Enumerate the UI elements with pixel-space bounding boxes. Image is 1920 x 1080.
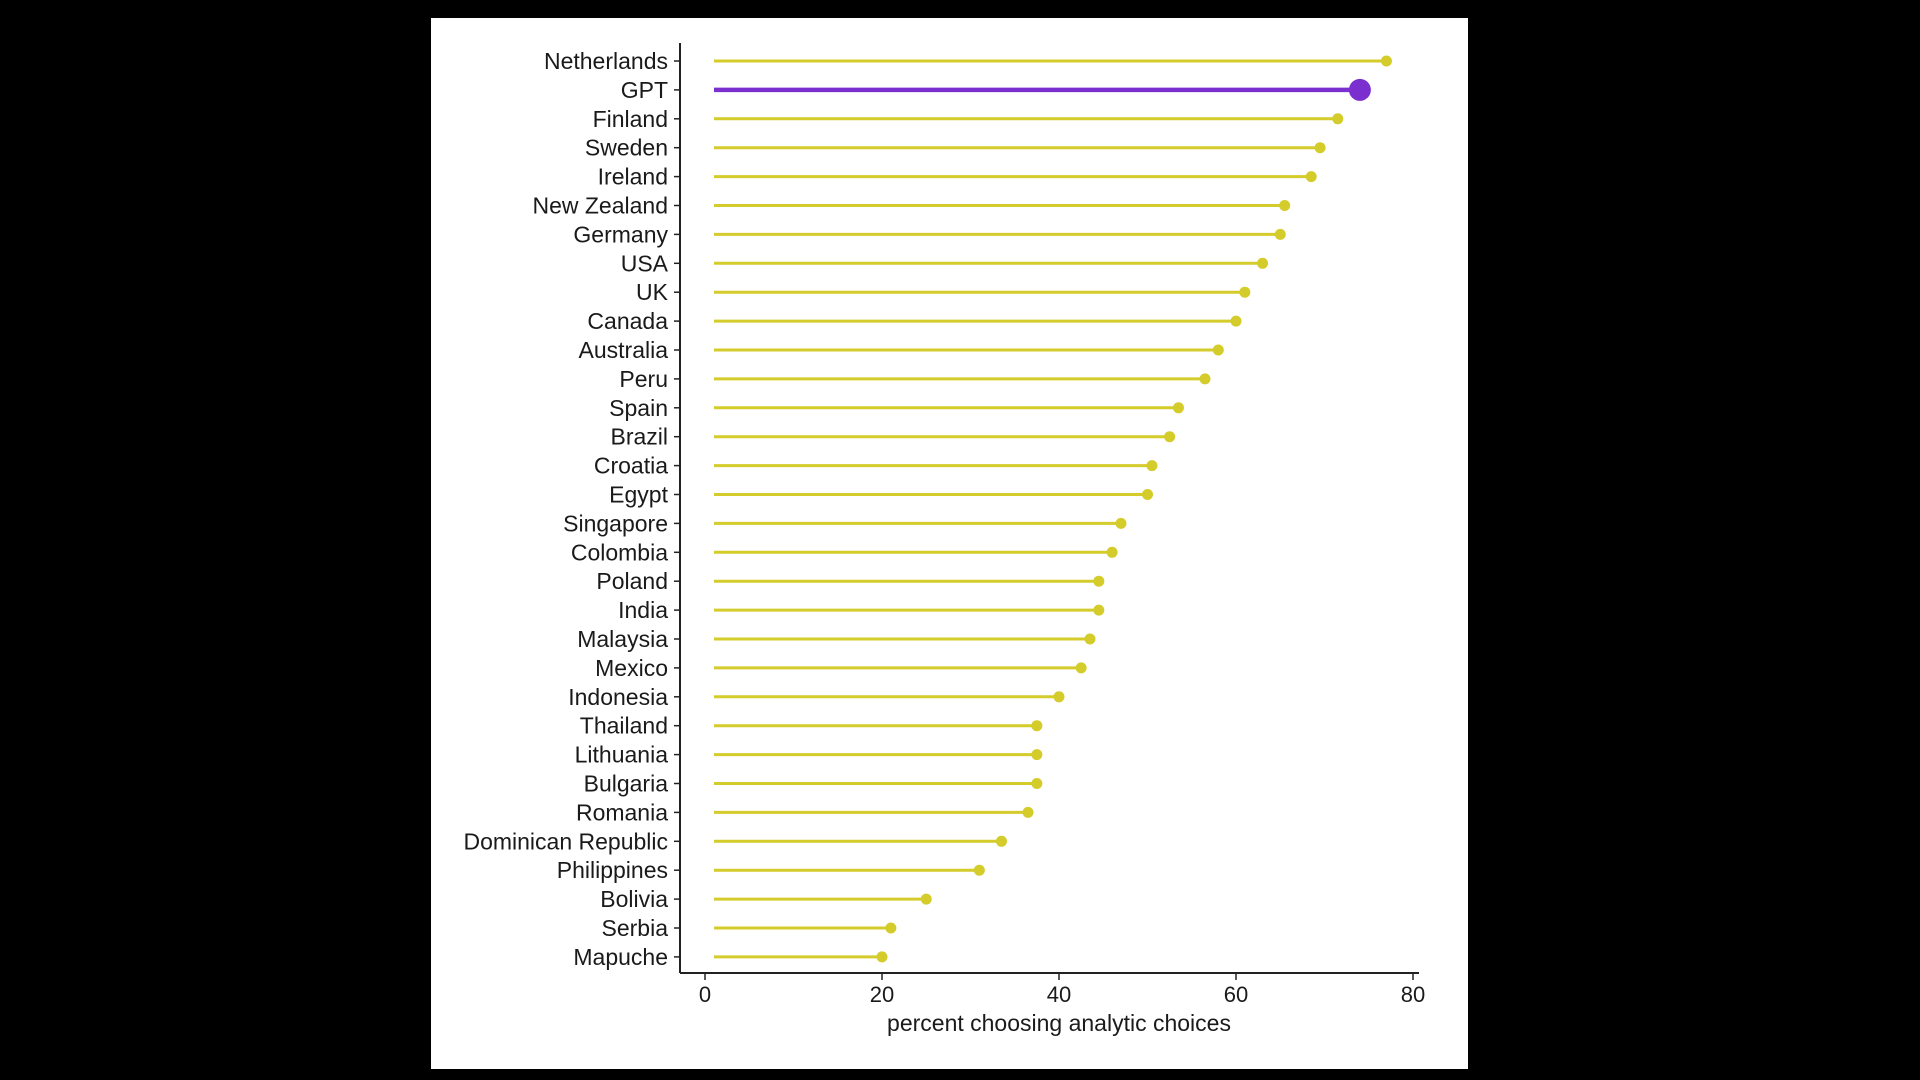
category-label-germany: Germany: [573, 221, 668, 247]
category-label-sweden: Sweden: [585, 135, 668, 161]
category-label-mexico: Mexico: [595, 655, 668, 681]
category-label-egypt: Egypt: [609, 482, 668, 508]
x-ticks: 0 20 40 60 80: [699, 973, 1425, 1007]
category-label-netherlands: Netherlands: [544, 48, 668, 74]
category-label-thailand: Thailand: [580, 713, 668, 739]
dot-peru: [1199, 373, 1211, 385]
category-label-uk: UK: [636, 279, 669, 305]
dot-bolivia: [920, 893, 932, 905]
stems: [714, 59, 1387, 959]
category-label-poland: Poland: [596, 568, 668, 594]
dot-philippines: [973, 864, 985, 876]
category-label-malaysia: Malaysia: [577, 626, 668, 652]
category-label-ireland: Ireland: [598, 164, 668, 190]
category-label-new-zealand: New Zealand: [532, 193, 668, 219]
dot-india: [1093, 604, 1105, 616]
dot-bulgaria: [1031, 778, 1043, 789]
dot-serbia: [885, 922, 897, 934]
dot-canada: [1230, 315, 1242, 327]
dot-usa: [1257, 257, 1269, 269]
category-labels: Netherlands GPT Finland Sweden Ireland New Ze…: [463, 48, 668, 970]
category-label-lithuania: Lithuania: [575, 742, 669, 768]
dot-gpt: [1348, 78, 1371, 101]
category-label-india: India: [618, 597, 668, 623]
category-label-australia: Australia: [579, 337, 669, 363]
dot-brazil: [1164, 431, 1176, 443]
dots: [876, 55, 1392, 963]
dot-australia: [1212, 344, 1224, 356]
category-label-colombia: Colombia: [571, 539, 668, 565]
category-label-brazil: Brazil: [610, 424, 668, 450]
chart-panel: Netherlands GPT Finland Sweden Ireland New Ze…: [431, 18, 1468, 1069]
dot-poland: [1093, 575, 1105, 587]
dot-indonesia: [1053, 691, 1065, 703]
x-tick-label-80: 80: [1401, 982, 1425, 1007]
dot-new-zealand: [1279, 200, 1291, 211]
dot-mexico: [1075, 662, 1087, 674]
category-label-romania: Romania: [576, 799, 668, 825]
dot-germany: [1274, 228, 1286, 240]
category-label-philippines: Philippines: [557, 857, 668, 883]
x-tick-label-20: 20: [870, 982, 894, 1007]
category-label-mapuche: Mapuche: [573, 944, 668, 970]
category-label-usa: USA: [621, 250, 669, 276]
dot-uk: [1239, 286, 1251, 298]
axes: [674, 43, 1419, 974]
category-label-bolivia: Bolivia: [600, 886, 668, 912]
dot-netherlands: [1380, 55, 1392, 67]
x-tick-label-0: 0: [699, 982, 711, 1007]
dot-colombia: [1106, 546, 1118, 558]
dot-romania: [1022, 806, 1034, 818]
dot-finland: [1332, 113, 1344, 125]
category-label-serbia: Serbia: [602, 915, 669, 941]
dot-lithuania: [1031, 749, 1043, 761]
category-label-indonesia: Indonesia: [568, 684, 668, 710]
category-label-peru: Peru: [619, 366, 668, 392]
dot-malaysia: [1084, 633, 1096, 645]
category-label-croatia: Croatia: [594, 453, 668, 479]
dot-singapore: [1115, 517, 1127, 529]
category-label-gpt: GPT: [621, 77, 668, 103]
dot-ireland: [1305, 171, 1317, 183]
x-tick-label-40: 40: [1047, 982, 1071, 1007]
dot-dominican-republic: [995, 835, 1007, 847]
dot-sweden: [1314, 142, 1326, 154]
category-label-dominican-republic: Dominican Republic: [463, 828, 668, 854]
category-label-canada: Canada: [587, 308, 668, 334]
dot-spain: [1172, 402, 1184, 414]
x-axis-title: percent choosing analytic choices: [887, 1010, 1231, 1036]
dot-mapuche: [876, 951, 888, 963]
x-tick-label-60: 60: [1224, 982, 1248, 1007]
category-label-bulgaria: Bulgaria: [584, 771, 669, 797]
lollipop-chart: Netherlands GPT Finland Sweden Ireland New Ze…: [463, 43, 1425, 1036]
dot-thailand: [1031, 720, 1043, 732]
category-label-finland: Finland: [593, 106, 668, 132]
category-label-spain: Spain: [609, 395, 668, 421]
dot-egypt: [1142, 489, 1153, 500]
dot-croatia: [1146, 460, 1158, 472]
category-label-singapore: Singapore: [563, 510, 668, 536]
